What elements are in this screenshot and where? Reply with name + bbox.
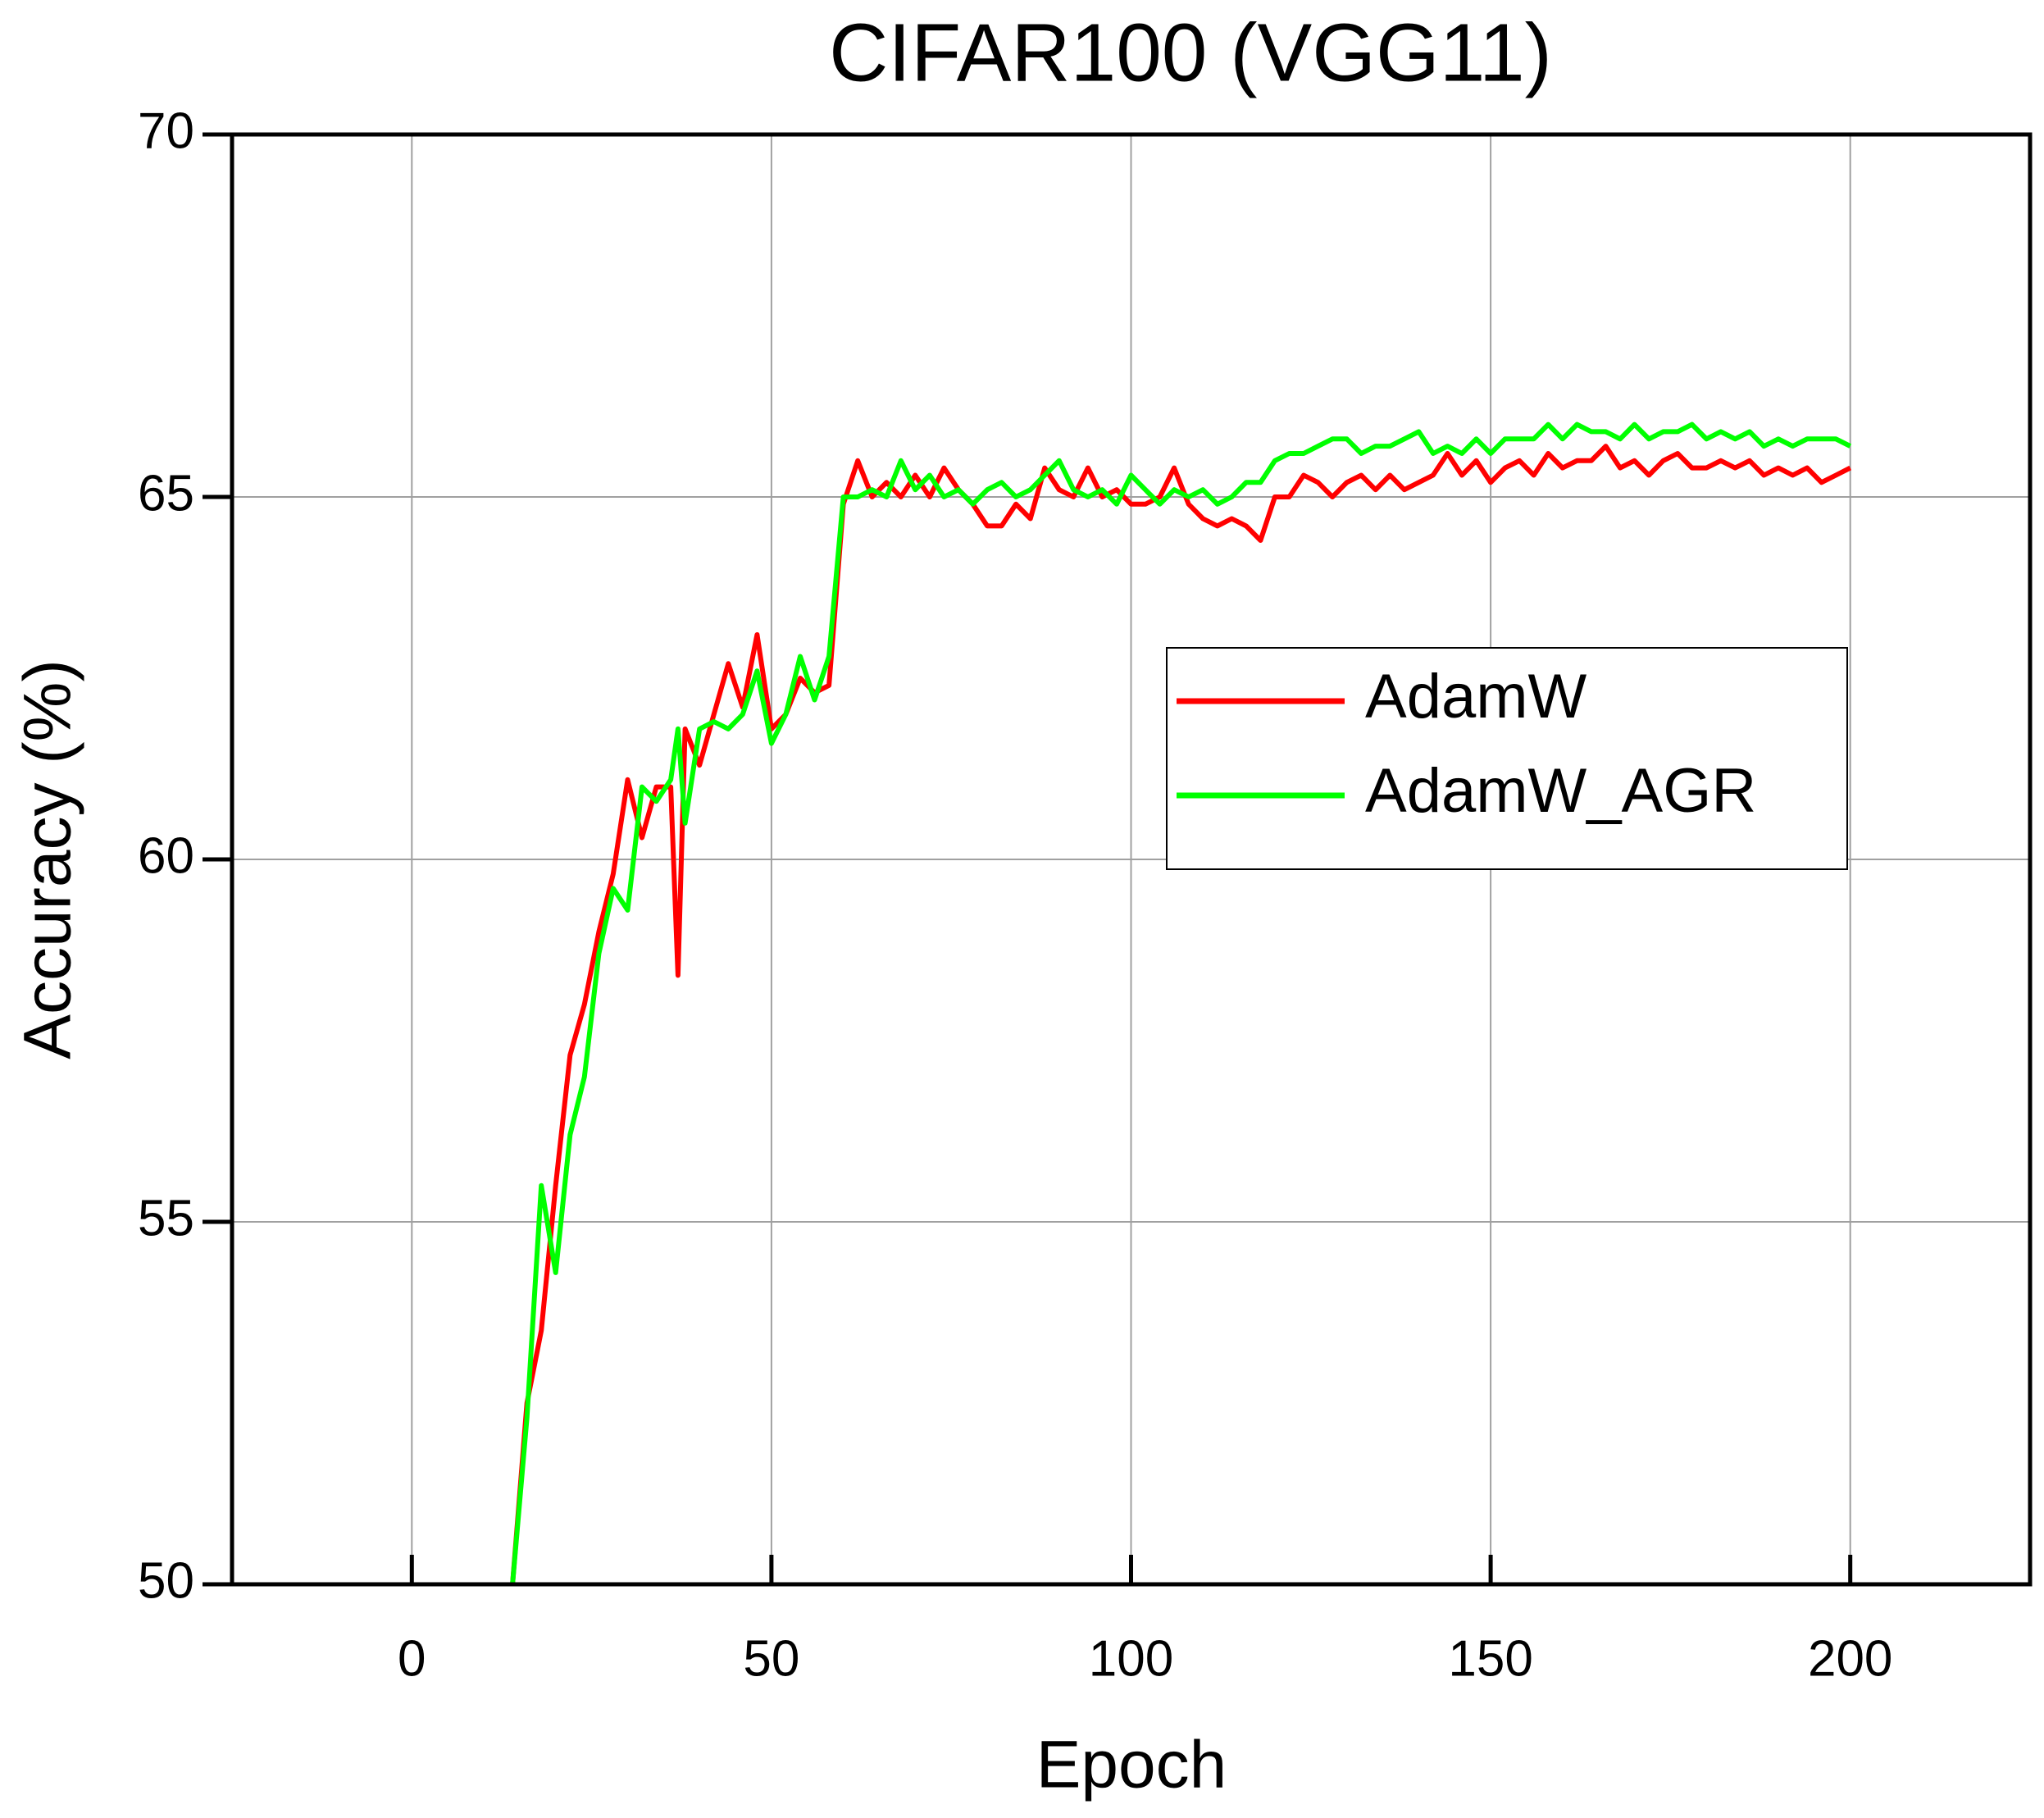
x-tick-label: 150 <box>1448 1630 1532 1687</box>
y-tick-label: 60 <box>138 827 194 884</box>
x-tick-label: 200 <box>1808 1630 1892 1687</box>
x-axis-label: Epoch <box>1036 1728 1227 1802</box>
x-tick-label: 50 <box>743 1630 799 1687</box>
x-tick-label: 100 <box>1089 1630 1173 1687</box>
series-line <box>510 444 1852 1584</box>
x-tick-label: 0 <box>398 1630 426 1687</box>
y-tick-label: 55 <box>138 1190 194 1246</box>
legend-box <box>1166 647 1848 870</box>
series-line <box>510 421 1852 1584</box>
y-axis-label: Accuracy (%) <box>11 659 85 1059</box>
legend-label: AdamW_AGR <box>1365 756 1756 826</box>
chart-title: CIFAR100 (VGG11) <box>829 7 1552 98</box>
plot-frame <box>230 132 2033 1587</box>
y-tick-label: 65 <box>138 465 194 522</box>
y-tick-label: 70 <box>138 103 194 159</box>
y-tick-label: 50 <box>138 1552 194 1609</box>
legend-label: AdamW <box>1365 662 1587 731</box>
